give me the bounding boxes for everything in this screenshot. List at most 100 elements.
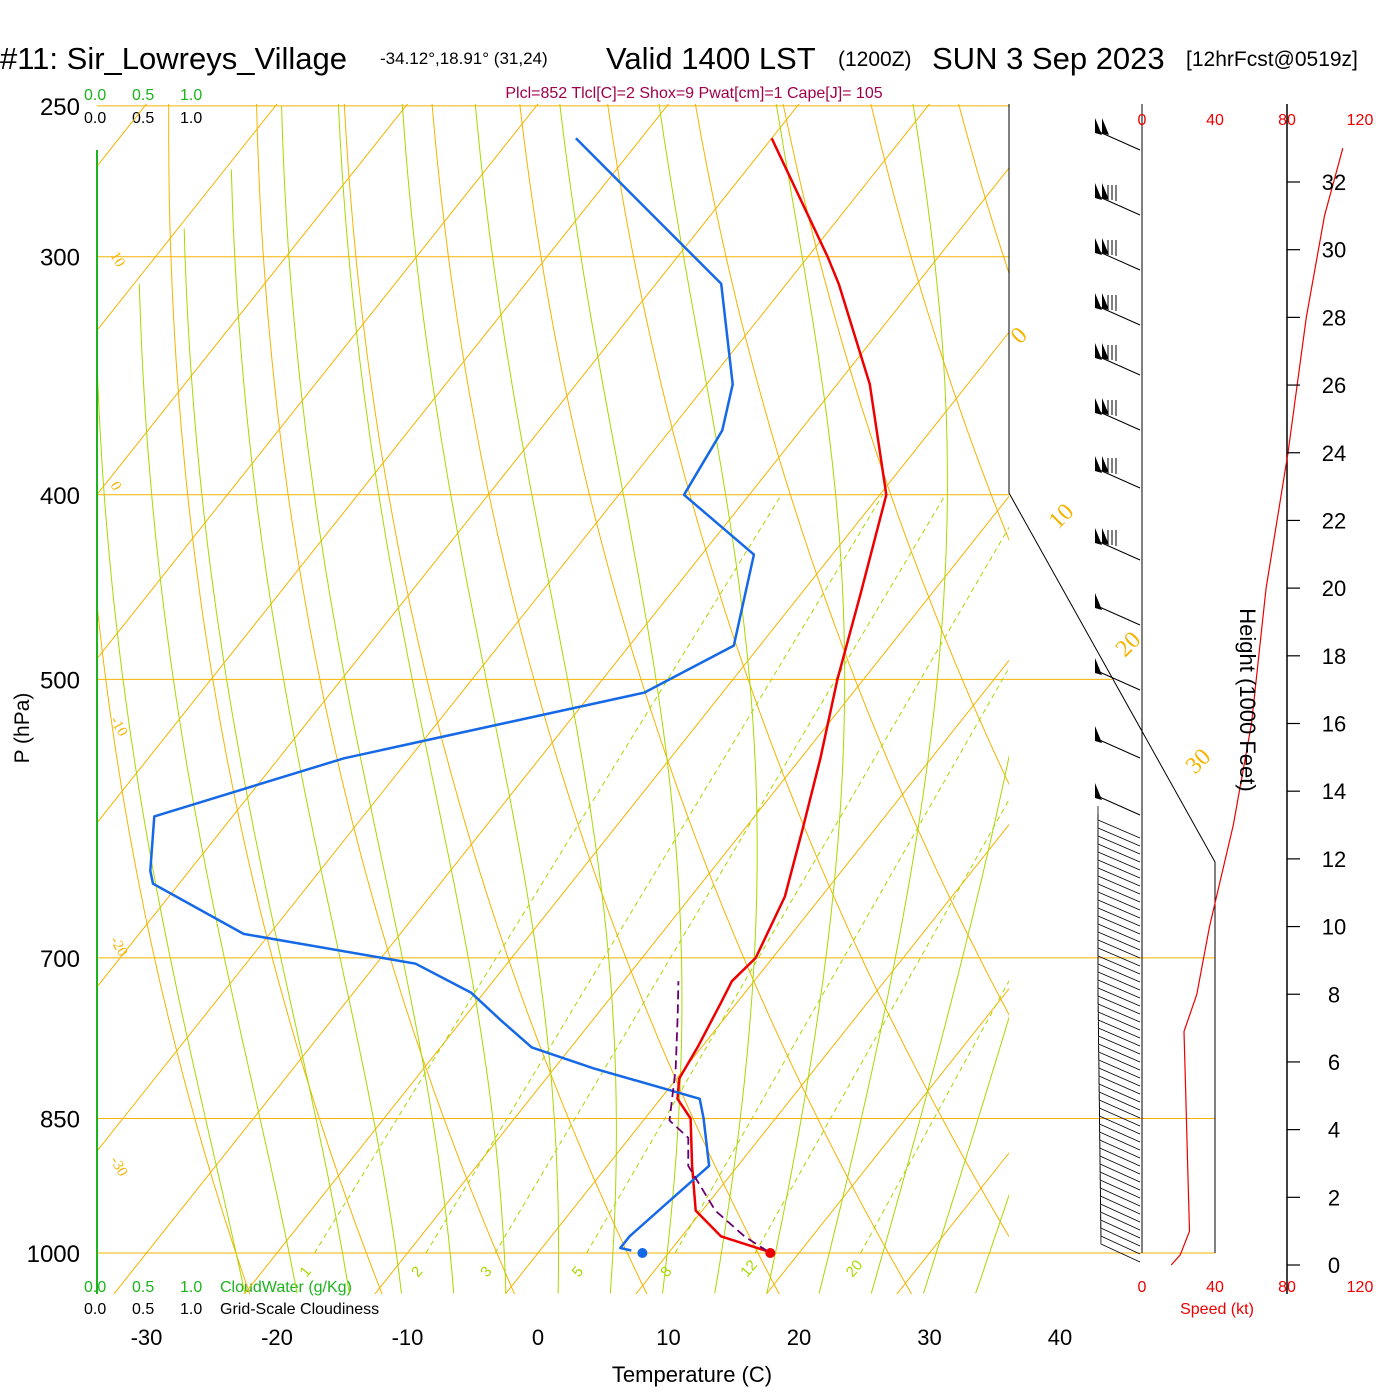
wind-barb-staff bbox=[1099, 1163, 1141, 1183]
wind-barb-flag bbox=[1102, 456, 1109, 473]
wind-barb-staff bbox=[1098, 1067, 1141, 1087]
wind-barb-staff bbox=[1097, 915, 1141, 935]
forecast-info: [12hrFcst@0519z] bbox=[1186, 48, 1358, 71]
cw-tick-0-bottom: 0.0 bbox=[84, 1279, 106, 1296]
wind-barb-staff bbox=[1100, 1219, 1141, 1239]
isotherm bbox=[97, 104, 539, 660]
wind-barb-staff bbox=[1097, 995, 1141, 1015]
dry-adiabat bbox=[607, 104, 1009, 1238]
moist-adiabat bbox=[474, 104, 617, 1294]
mixing-ratio-line bbox=[425, 494, 884, 1254]
temp-tick--10: -10 bbox=[392, 1325, 424, 1350]
wind-barb-flag bbox=[1102, 183, 1109, 200]
dry-adiabat bbox=[1199, 37, 1400, 1332]
height-tick-18: 18 bbox=[1322, 644, 1346, 669]
dry-adiabat bbox=[519, 104, 913, 1294]
parcel-trace bbox=[668, 981, 769, 1253]
moist-adiabat bbox=[183, 228, 350, 1294]
height-tick-10: 10 bbox=[1322, 915, 1346, 940]
isotherm-label: -30 bbox=[107, 1154, 131, 1179]
wind-barb-staff bbox=[1098, 1043, 1141, 1063]
cloudwater-scale-top: 0.0 0.5 1.0 0.0 0.5 1.0 bbox=[84, 87, 202, 127]
cw-tick-1: 0.5 bbox=[132, 87, 154, 104]
height-tick-30: 30 bbox=[1322, 238, 1346, 263]
wind-barb-staff bbox=[1097, 819, 1141, 839]
moist-adiabat bbox=[658, 104, 758, 1294]
pressure-tick-700: 700 bbox=[40, 946, 80, 973]
isotherm bbox=[97, 104, 931, 1152]
isotherm-label: 10 bbox=[1044, 499, 1079, 534]
height-tick-16: 16 bbox=[1322, 712, 1346, 737]
temp-tick-20: 20 bbox=[787, 1325, 811, 1350]
wind-barb-flag bbox=[1095, 456, 1102, 473]
wind-barb-flag bbox=[1102, 238, 1109, 255]
wind-barb-staff bbox=[1097, 979, 1141, 999]
isotherm bbox=[97, 104, 670, 824]
temp-tick--20: -20 bbox=[261, 1325, 293, 1350]
wind-barb-staff bbox=[1094, 669, 1141, 691]
wind-barb-staff bbox=[1094, 304, 1141, 326]
wind-barb-staff bbox=[1099, 1171, 1141, 1191]
wind-barb-staff bbox=[1100, 1203, 1141, 1223]
isotherm bbox=[243, 331, 1009, 1294]
wind-speed-line bbox=[1170, 148, 1344, 1266]
pressure-tick-1000: 1000 bbox=[27, 1241, 80, 1268]
wind-barb-staff bbox=[1097, 851, 1141, 871]
wind-barb-staff bbox=[1097, 891, 1141, 911]
pressure-tick-250: 250 bbox=[40, 94, 80, 121]
moist-adiabat bbox=[281, 105, 455, 1294]
pressure-tick-300: 300 bbox=[40, 245, 80, 272]
moist-adiabat bbox=[975, 1193, 1009, 1294]
wind-barb-staff bbox=[1099, 1155, 1141, 1175]
height-tick-20: 20 bbox=[1322, 576, 1346, 601]
wind-barb-staff bbox=[1099, 1139, 1141, 1159]
wind-barb-staff bbox=[1100, 1195, 1141, 1215]
wind-barb-staff bbox=[1097, 955, 1141, 975]
wind-speed-profile bbox=[1170, 148, 1344, 1266]
wind-barb-flag bbox=[1102, 528, 1109, 545]
isotherm bbox=[504, 659, 1009, 1294]
dry-adiabat bbox=[870, 104, 1009, 542]
mixing-ratio-label: 2 bbox=[408, 1263, 426, 1280]
cloudiness-label: Grid-Scale Cloudiness bbox=[220, 1301, 379, 1318]
speed-tick-40: 40 bbox=[1206, 112, 1224, 129]
wind-barb-staff bbox=[1097, 987, 1141, 1007]
wind-barb-flag bbox=[1095, 293, 1102, 310]
cw-tick-1-bottom: 0.5 bbox=[132, 1279, 154, 1296]
wind-barb-staff bbox=[1098, 1075, 1141, 1095]
moist-adiabat bbox=[559, 104, 683, 1294]
wind-barb-flag bbox=[1095, 528, 1102, 545]
surface-temperature-dot bbox=[765, 1248, 776, 1258]
wind-barb-staff bbox=[1099, 1099, 1141, 1119]
wind-barb-staff bbox=[1097, 875, 1141, 895]
isotherm-label: 20 bbox=[1111, 627, 1146, 662]
wind-barb-staff bbox=[1100, 1235, 1141, 1255]
moist-adiabat bbox=[766, 104, 846, 1294]
cw-tick-2-bottom: 1.0 bbox=[180, 1279, 202, 1296]
isobars bbox=[97, 105, 1215, 1254]
wind-barb-staff bbox=[1099, 1115, 1141, 1135]
wind-barb-staff bbox=[1094, 194, 1141, 216]
mixing-ratio-line bbox=[494, 494, 946, 1254]
isotherm-label: 10 bbox=[107, 249, 128, 270]
wind-barb-flag bbox=[1095, 398, 1102, 415]
wind-barb-staff bbox=[1100, 1187, 1141, 1207]
wind-barb-staff bbox=[1097, 923, 1141, 943]
mixing-ratio-label: 8 bbox=[657, 1263, 675, 1280]
isotherm bbox=[113, 167, 1009, 1294]
thermo-grid bbox=[97, 37, 1400, 1332]
wind-barb-staff bbox=[1099, 1107, 1141, 1127]
wind-barb-staff bbox=[1094, 129, 1141, 151]
speed-axis-label: Speed (kt) bbox=[1180, 1301, 1254, 1318]
wind-barb-flag bbox=[1095, 183, 1102, 200]
temperature-axis: -30 -20 -10 0 10 20 30 40 bbox=[131, 1325, 1073, 1350]
pressure-axis: 250 300 400 500 700 850 1000 bbox=[27, 94, 80, 1268]
height-tick-2: 2 bbox=[1328, 1185, 1340, 1210]
pressure-tick-850: 850 bbox=[40, 1107, 80, 1134]
temp-tick-0: 0 bbox=[532, 1325, 544, 1350]
mixing-ratio-line bbox=[860, 979, 1009, 1254]
wind-barb-staff bbox=[1094, 794, 1141, 816]
isotherm-label: 0 bbox=[107, 479, 125, 493]
wind-barb-staff bbox=[1094, 409, 1141, 431]
